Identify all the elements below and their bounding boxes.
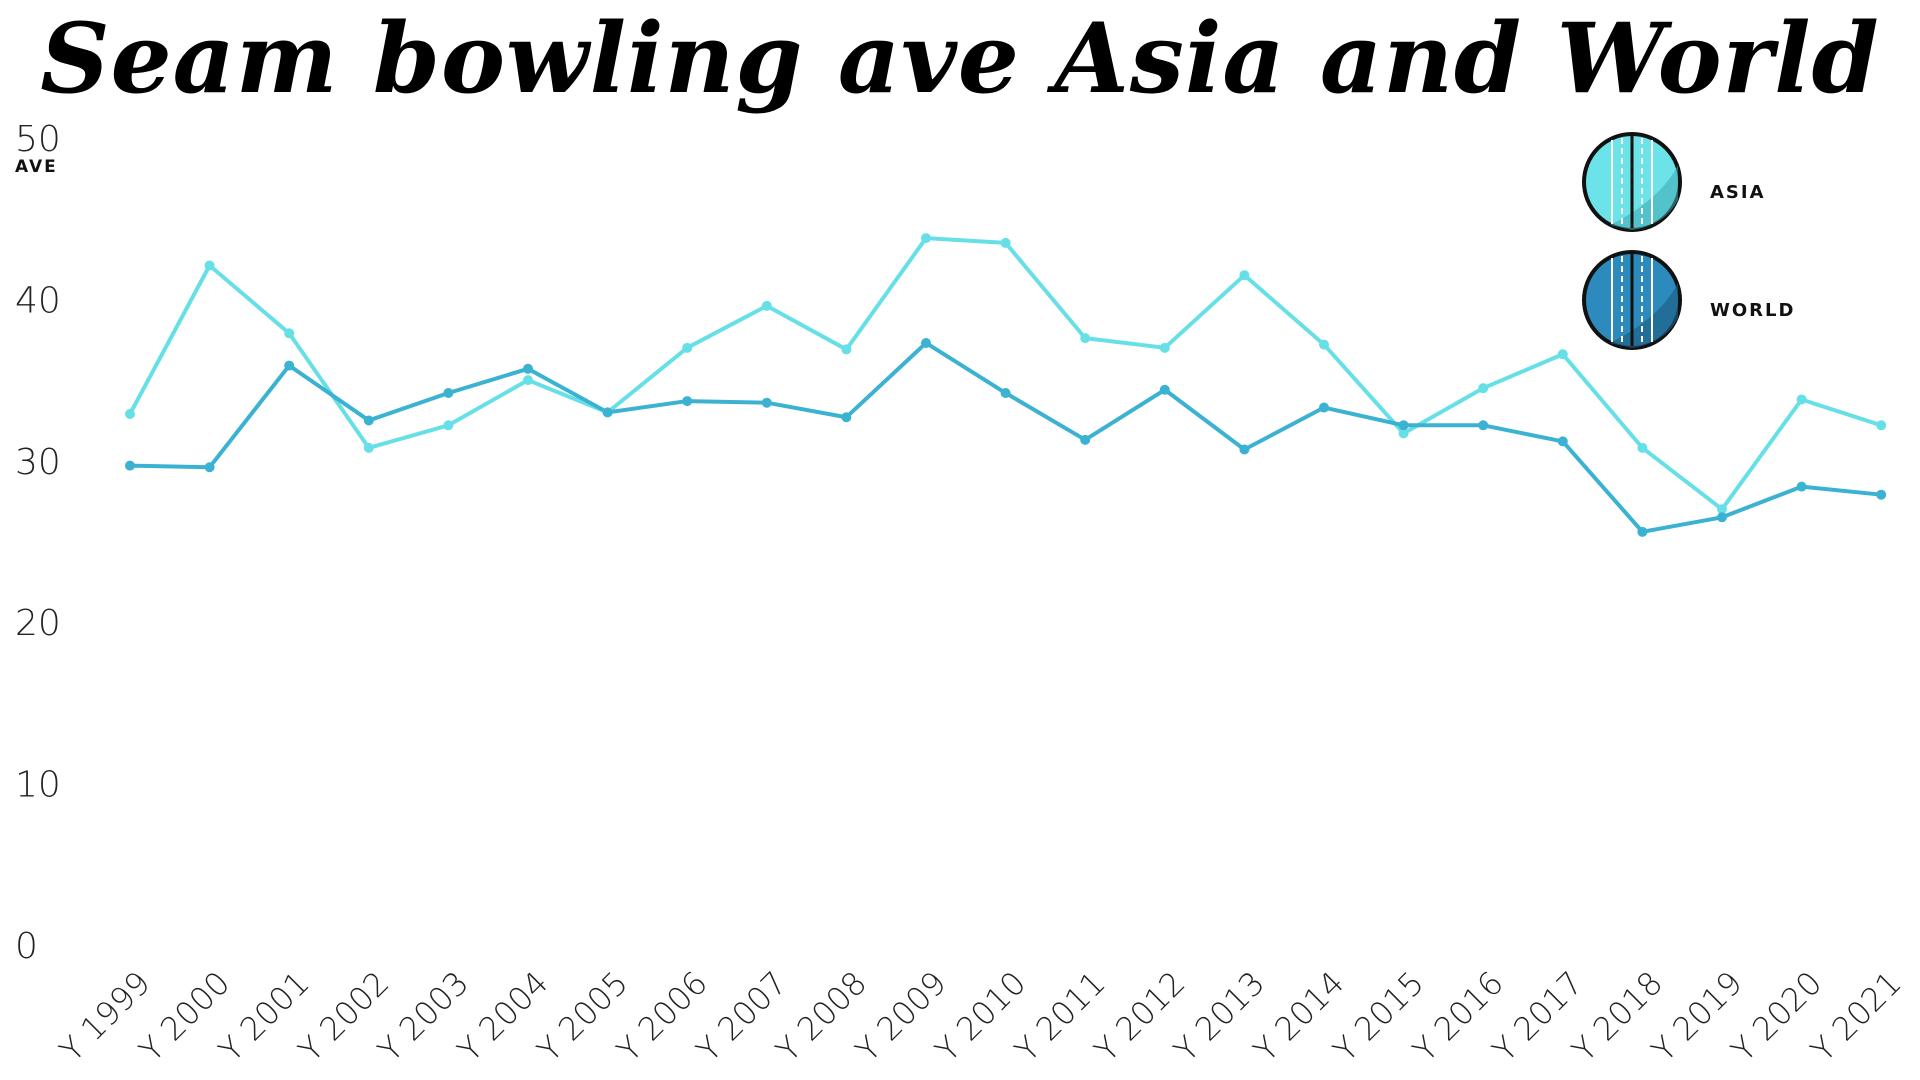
data-point-world (1319, 402, 1329, 413)
cricket-pitch-icon (1582, 132, 1682, 232)
data-point-world (1478, 420, 1489, 431)
data-point-world (1000, 388, 1011, 399)
data-point-asia (1717, 504, 1727, 515)
y-tick-label: 40 (15, 280, 61, 321)
data-point-world (841, 412, 852, 423)
data-point-world (921, 337, 931, 348)
legend-item-asia: ASIA (1582, 132, 1766, 232)
data-point-asia (443, 420, 454, 431)
x-tick-label: Y 2021 (1803, 964, 1908, 1069)
series-line-world (128, 340, 1884, 534)
data-point-world (1080, 434, 1091, 445)
data-point-asia (761, 300, 772, 311)
data-point-world (1796, 481, 1807, 492)
data-point-asia (1557, 349, 1568, 360)
data-point-world (1717, 512, 1727, 523)
data-point-asia (523, 375, 533, 386)
data-point-asia (1876, 420, 1887, 431)
y-tick-label: 0 (15, 926, 38, 967)
data-point-world (1159, 384, 1170, 395)
data-point-world (125, 460, 135, 471)
data-point-asia (1478, 383, 1489, 394)
data-point-asia (1080, 333, 1091, 344)
y-tick-label: 10 (15, 765, 61, 806)
data-point-world (204, 462, 215, 473)
y-axis-label: AVE (15, 157, 58, 177)
data-point-asia (1637, 442, 1648, 453)
y-tick-label: 50 (15, 119, 61, 160)
data-point-asia (125, 408, 135, 419)
data-point-world (761, 397, 772, 408)
data-point-world (1876, 489, 1887, 500)
legend-label-asia: ASIA (1710, 182, 1766, 203)
cricket-pitch-icon (1582, 250, 1682, 350)
data-point-asia (1159, 342, 1170, 353)
data-point-asia (284, 328, 295, 339)
y-axis-ticks: 0 10 20 30 40 50 (15, 119, 61, 967)
data-point-world (284, 360, 295, 371)
data-point-world (1637, 526, 1648, 537)
data-point-world (1398, 420, 1409, 431)
data-point-asia (841, 344, 852, 355)
data-point-world (523, 363, 533, 374)
data-point-world (1557, 436, 1568, 447)
data-point-world (443, 388, 454, 399)
legend-label-world: WORLD (1710, 300, 1795, 321)
data-point-world (363, 415, 374, 426)
y-tick-label: 20 (15, 603, 61, 644)
data-point-asia (363, 442, 374, 453)
data-point-world (602, 407, 613, 418)
data-point-asia (1239, 270, 1250, 281)
legend-item-world: WORLD (1582, 250, 1795, 350)
data-point-asia (1319, 339, 1329, 350)
data-point-asia (921, 233, 931, 244)
chart-title: Seam bowling ave Asia and World (40, 2, 1880, 115)
data-point-asia (682, 342, 693, 353)
data-point-asia (1796, 394, 1807, 405)
data-point-asia (204, 260, 215, 271)
data-point-asia (1000, 237, 1011, 248)
y-tick-label: 30 (15, 442, 61, 483)
series-points (125, 233, 1887, 537)
data-point-world (1239, 444, 1250, 455)
data-point-world (682, 396, 693, 407)
legend: ASIA WORLD (1582, 132, 1795, 350)
data-point-asia (1398, 428, 1409, 439)
